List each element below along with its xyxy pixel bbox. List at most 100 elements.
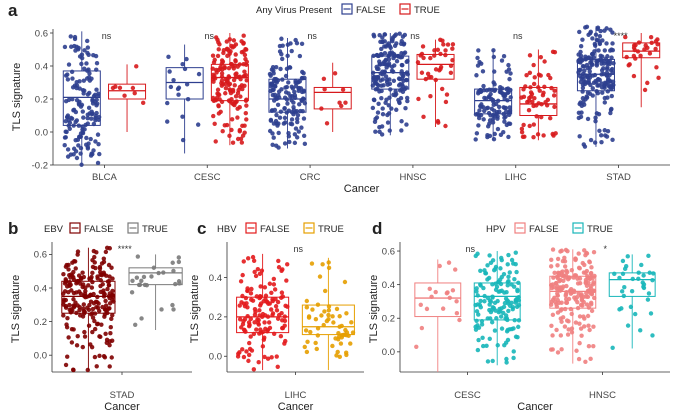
data-point	[292, 89, 297, 95]
data-point	[608, 68, 614, 73]
data-point	[284, 110, 289, 115]
data-point	[102, 355, 108, 360]
data-point	[216, 91, 221, 97]
data-point	[326, 308, 332, 313]
data-point	[532, 95, 537, 101]
data-point	[108, 331, 113, 336]
box-blca-false	[62, 31, 102, 167]
data-point	[107, 339, 113, 344]
data-point	[494, 101, 499, 107]
data-point	[94, 60, 100, 66]
data-point	[65, 354, 70, 359]
data-point	[575, 305, 581, 311]
data-point	[92, 92, 98, 97]
data-point	[602, 28, 607, 33]
data-point	[590, 86, 595, 91]
data-point	[249, 286, 254, 292]
data-point	[74, 118, 80, 123]
data-point	[84, 61, 89, 66]
data-point	[562, 324, 568, 329]
data-point	[320, 262, 325, 267]
data-point	[485, 359, 491, 364]
data-point	[506, 308, 511, 314]
data-point	[91, 248, 97, 254]
data-point	[292, 140, 298, 146]
data-point	[64, 325, 70, 330]
data-point	[534, 114, 539, 119]
data-point	[433, 77, 438, 83]
data-point	[558, 277, 563, 283]
data-point	[600, 54, 605, 59]
data-point	[130, 85, 136, 91]
data-point	[80, 124, 85, 129]
data-point	[223, 81, 228, 87]
data-point	[487, 336, 492, 341]
data-point	[566, 327, 571, 332]
data-point	[134, 275, 140, 280]
data-point	[74, 290, 79, 295]
data-point	[592, 295, 597, 301]
data-point	[489, 320, 495, 325]
data-point	[276, 89, 282, 94]
data-point	[60, 291, 66, 296]
data-point	[577, 73, 583, 79]
data-point	[395, 53, 401, 59]
data-point	[474, 309, 480, 314]
data-point	[95, 132, 101, 137]
data-point	[268, 88, 273, 94]
data-point	[572, 273, 578, 278]
data-point	[569, 311, 574, 317]
data-point	[569, 267, 574, 273]
panel-letter: a	[8, 1, 18, 20]
data-point	[84, 135, 89, 141]
data-point	[506, 62, 511, 68]
data-point	[558, 249, 563, 254]
data-point	[72, 43, 77, 49]
data-point	[562, 255, 567, 260]
data-point	[594, 88, 599, 94]
data-point	[276, 121, 281, 126]
data-point	[564, 283, 569, 289]
data-point	[549, 257, 554, 263]
box-iqr	[414, 282, 462, 318]
data-point	[232, 83, 237, 88]
data-point	[294, 135, 300, 140]
data-point	[420, 44, 426, 49]
data-point	[387, 95, 392, 100]
box-stad-true	[622, 33, 661, 108]
data-point	[438, 64, 444, 70]
data-point	[72, 303, 77, 309]
significance-label: ns	[205, 31, 215, 41]
data-point	[284, 84, 290, 90]
data-point	[474, 289, 479, 294]
data-point	[498, 266, 503, 271]
data-point	[103, 331, 108, 336]
data-point	[624, 54, 629, 60]
data-point	[251, 331, 257, 337]
data-point	[226, 65, 232, 71]
legend-key-false: FALSE	[514, 222, 559, 235]
data-point	[107, 342, 112, 348]
data-point	[92, 254, 97, 260]
data-point	[556, 272, 562, 278]
data-point	[268, 73, 273, 78]
data-point	[583, 57, 588, 62]
data-point	[457, 317, 462, 323]
data-point	[92, 260, 97, 265]
data-point	[139, 316, 144, 321]
data-point	[226, 48, 231, 53]
data-point	[648, 311, 654, 316]
data-point	[99, 322, 104, 327]
data-point	[506, 112, 512, 118]
data-point	[485, 263, 490, 268]
data-point	[267, 301, 272, 306]
data-point	[170, 302, 175, 308]
data-point	[377, 124, 382, 130]
data-point	[72, 34, 78, 40]
data-point	[589, 265, 594, 270]
data-point	[497, 289, 503, 294]
data-point	[92, 326, 98, 332]
data-point	[516, 324, 521, 330]
data-point	[370, 105, 376, 111]
data-point	[65, 113, 71, 118]
